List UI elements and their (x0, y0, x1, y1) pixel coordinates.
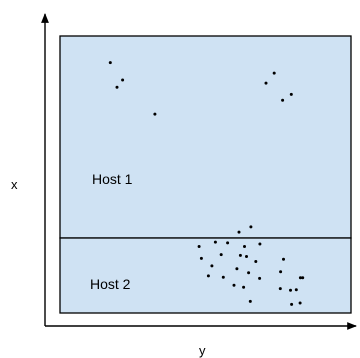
data-point (290, 302, 294, 306)
data-point (281, 98, 285, 102)
host-2-label: Host 2 (90, 276, 131, 292)
data-point (238, 253, 242, 257)
data-point (221, 275, 225, 279)
data-point (258, 276, 262, 280)
data-point (235, 267, 239, 271)
host-1-label: Host 1 (92, 171, 133, 187)
data-point (115, 85, 119, 89)
data-point (226, 241, 230, 245)
data-point (242, 285, 246, 289)
data-point (301, 276, 305, 280)
data-point (153, 112, 157, 116)
data-point (272, 71, 276, 75)
data-point (232, 283, 236, 287)
data-point (237, 230, 241, 234)
data-point (294, 288, 298, 292)
data-point (206, 274, 210, 278)
data-point (279, 270, 283, 274)
data-point (289, 92, 293, 96)
data-point (282, 257, 285, 261)
data-point (298, 301, 302, 305)
data-point (199, 256, 203, 260)
data-point (219, 253, 223, 257)
data-point (243, 245, 246, 248)
data-point (298, 276, 302, 280)
data-point (264, 81, 268, 85)
data-point (247, 271, 251, 275)
data-point (278, 287, 282, 291)
data-points (108, 61, 305, 306)
data-point (197, 245, 201, 248)
data-point (121, 78, 125, 82)
x-axis-label: x (11, 177, 18, 192)
data-point (245, 255, 248, 258)
data-point (248, 299, 252, 303)
host-2-region (59, 237, 352, 314)
data-point (289, 288, 292, 292)
data-point (254, 260, 258, 263)
host-1-region (59, 35, 352, 239)
data-point (210, 264, 214, 268)
data-point (249, 225, 253, 229)
data-point (108, 61, 112, 65)
data-point (258, 242, 262, 246)
y-axis-label: y (199, 343, 206, 358)
data-point (213, 240, 217, 244)
